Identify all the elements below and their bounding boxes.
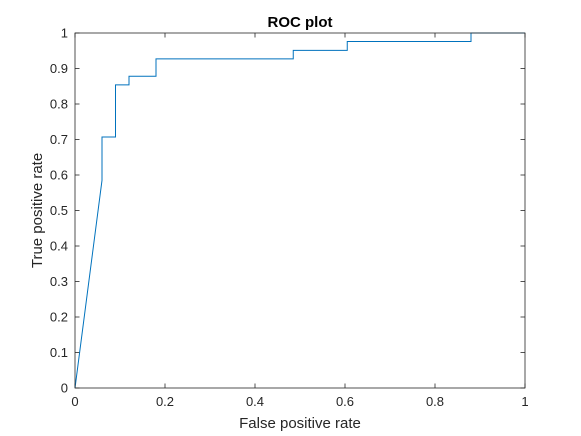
- x-tick-label: 0.4: [246, 394, 264, 409]
- y-axis-label: True positive rate: [29, 153, 46, 268]
- y-tick-label: 0.9: [50, 61, 68, 76]
- y-tick-label: 0.6: [50, 168, 68, 183]
- roc-curve: [74, 32, 525, 389]
- x-tick-label: 1: [521, 394, 528, 409]
- y-tick-label: 0.5: [50, 203, 68, 218]
- y-tick-label: 0.1: [50, 345, 68, 360]
- series-layer: [74, 32, 525, 389]
- x-tick-label: 0.6: [336, 394, 354, 409]
- y-tick-label: 0.3: [50, 274, 68, 289]
- y-tick-label: 0: [61, 381, 68, 396]
- axes-frame: [74, 32, 526, 389]
- x-tick-label: 0.2: [156, 394, 174, 409]
- chart-title: ROC plot: [268, 14, 333, 31]
- y-tick-label: 0.4: [50, 239, 68, 254]
- y-tick-label: 0.7: [50, 132, 68, 147]
- y-tick-label: 0.2: [50, 310, 68, 325]
- ticks-layer: 0 0.2 0.4 0.6 0.8 1 0 0.1 0.2 0.3 0.4 0.5 0.6 0.7 0.8 0…: [50, 26, 529, 410]
- x-axis-label: False positive rate: [239, 415, 361, 432]
- y-tick-label: 1: [61, 26, 68, 41]
- x-tick-label: 0.8: [426, 394, 444, 409]
- x-tick-label: 0: [71, 394, 78, 409]
- plot-area: [75, 33, 525, 388]
- y-tick-label: 0.8: [50, 97, 68, 112]
